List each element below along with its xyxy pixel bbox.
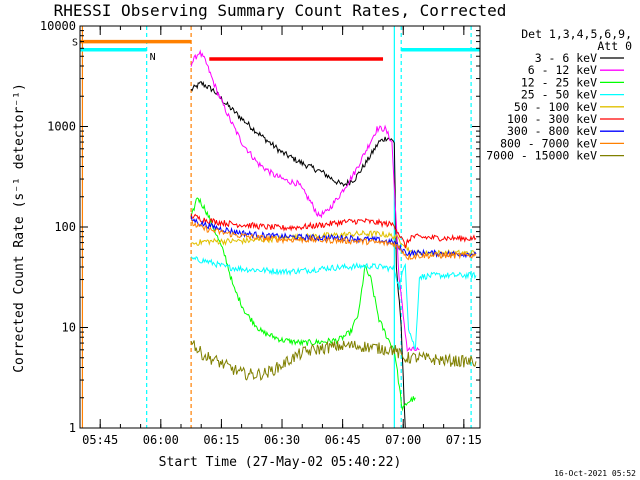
series-line [190, 256, 477, 350]
y-tick-label: 1 [69, 421, 76, 435]
legend-entry-label: 3 - 6 keV [535, 51, 597, 65]
axes: 1 10 100 1000 10000 05:45 06:00 06:15 06:30 06:45… [40, 19, 482, 447]
series-line [190, 49, 420, 352]
plot-content [80, 26, 480, 428]
plot-area: SN [72, 26, 480, 428]
series-line [190, 340, 477, 381]
x-tick-label: 07:00 [385, 433, 421, 447]
legend-entry-label: 100 - 300 keV [507, 112, 597, 126]
x-tick-label: 06:00 [143, 433, 179, 447]
x-tick-label: 06:45 [325, 433, 361, 447]
chart-title: RHESSI Observing Summary Count Rates, Co… [54, 1, 507, 20]
x-tick-label: 07:15 [446, 433, 482, 447]
series-line [190, 213, 477, 249]
x-axis-label: Start Time (27-May-02 05:40:22) [159, 455, 402, 470]
x-tick-label: 05:45 [82, 433, 118, 447]
legend-header: Det 1,3,4,5,6,9, [521, 27, 632, 41]
flag-letter-n: N [150, 52, 156, 63]
legend-entry-label: 12 - 25 keV [521, 75, 597, 89]
y-tick-label: 1000 [47, 120, 76, 134]
legend-entry-label: 7000 - 15000 keV [486, 149, 597, 163]
y-tick-label: 10000 [40, 19, 76, 33]
series-line [190, 80, 406, 428]
series-line [190, 197, 416, 412]
x-tick-label: 06:30 [264, 433, 300, 447]
legend-entry-label: 800 - 7000 keV [500, 136, 597, 150]
legend-entry-label: 6 - 12 keV [528, 63, 597, 77]
legend-header: Att 0 [597, 39, 632, 53]
generation-timestamp: 16-Oct-2021 05:52 [554, 469, 636, 478]
y-tick-label: 10 [62, 321, 76, 335]
series-line [190, 230, 477, 258]
legend-entry-label: 25 - 50 keV [521, 88, 597, 102]
y-tick-label: 100 [54, 220, 76, 234]
x-tick-label: 06:15 [203, 433, 239, 447]
legend-entry-label: 50 - 100 keV [514, 100, 597, 114]
y-axis-label: Corrected Count Rate (s⁻¹ detector⁻¹) [12, 83, 27, 373]
flag-letter-s: S [72, 38, 78, 49]
series-line [190, 219, 477, 261]
legend-entry-label: 300 - 800 keV [507, 124, 597, 138]
